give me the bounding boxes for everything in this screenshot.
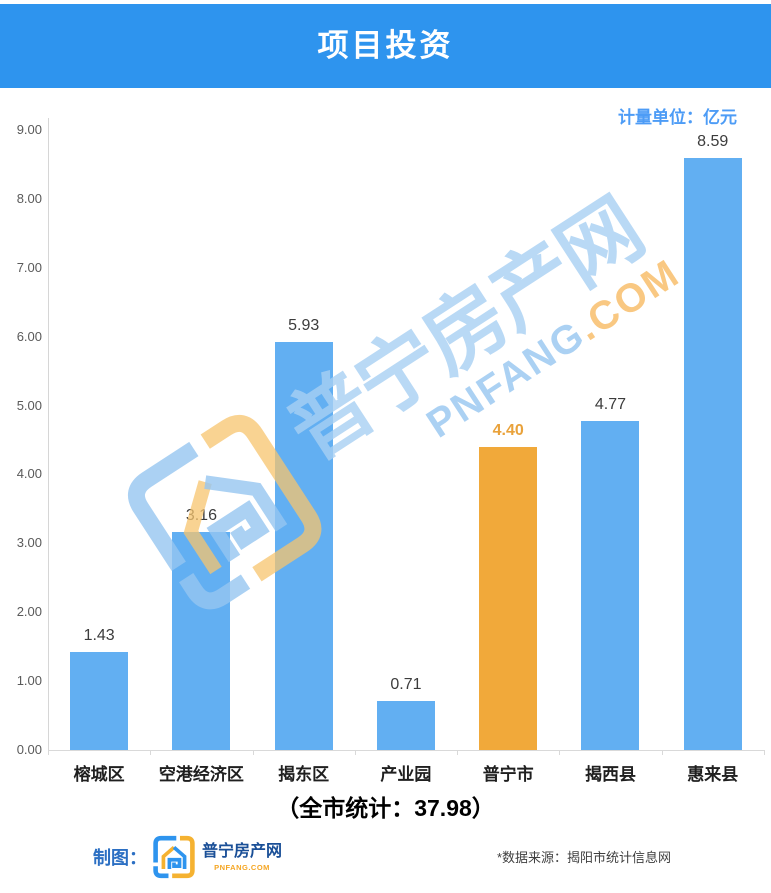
bar-slot: 5.93 [253, 130, 355, 750]
x-axis-tick [764, 750, 765, 755]
bar-slot: 4.40 [457, 130, 559, 750]
bar-value-label: 4.40 [492, 421, 524, 439]
y-axis-label: 5.00 [16, 397, 42, 413]
category-axis: 榕城区 空港经济区 揭东区 产业园 普宁市 揭西县 惠来县 [48, 760, 764, 785]
logo-text: 普宁房产网 PNFANG.COM [202, 842, 282, 871]
bars-row: 1.43 3.16 5.93 0.71 4.40 4.77 8.59 [48, 130, 764, 750]
bar-slot: 3.16 [150, 130, 252, 750]
x-axis-tick [354, 750, 356, 755]
logo-brand-name: 普宁房产网 [202, 843, 283, 861]
category-label: 惠来县 [687, 765, 739, 784]
maker-label: 制图： [93, 848, 147, 868]
y-axis-label: 2.00 [16, 604, 42, 620]
bar-chart: 1.43 3.16 5.93 0.71 4.40 4.77 8.59 榕城区 空港经济区 揭东区… [17, 118, 765, 784]
category-label: 普宁市 [482, 765, 534, 784]
bar-slot: 8.59 [662, 130, 764, 750]
y-axis-label: 4.00 [16, 466, 42, 482]
bar-value-label: 8.59 [697, 133, 729, 151]
data-source-note: *数据来源：揭阳市统计信息网 [496, 850, 671, 865]
category-label: 空港经济区 [158, 765, 244, 784]
x-axis-tick [457, 750, 459, 755]
page-title: 项目投资 [317, 28, 454, 63]
bar [376, 701, 435, 750]
bar-value-label: 0.71 [390, 676, 422, 694]
y-axis-label: 1.00 [16, 673, 42, 689]
category-label: 揭西县 [584, 765, 636, 784]
bar-slot: 4.77 [559, 130, 661, 750]
header-bar: 项目投资 [0, 4, 771, 88]
bar-slot: 1.43 [48, 130, 150, 750]
bar [172, 532, 231, 750]
logo-domain: PNFANG.COM [214, 862, 270, 872]
x-axis-tick [150, 750, 152, 755]
bar [479, 446, 538, 750]
x-axis-tick [559, 750, 561, 755]
x-axis-tick [661, 750, 663, 755]
x-axis-tick [48, 750, 49, 755]
bar [70, 651, 129, 750]
y-axis-label: 0.00 [16, 742, 42, 757]
y-axis-label: 8.00 [16, 190, 42, 206]
unit-label: 计量单位：亿元 [618, 108, 737, 127]
x-axis-line [48, 750, 765, 751]
y-axis-label: 6.00 [16, 328, 42, 344]
y-axis-label: 3.00 [16, 535, 42, 551]
bar-slot: 0.71 [355, 130, 457, 750]
house-logo-icon [153, 835, 195, 879]
category-label: 揭东区 [278, 765, 330, 784]
bar [683, 158, 742, 750]
y-axis-label: 9.00 [16, 122, 42, 137]
bar [581, 421, 640, 750]
x-axis-tick [252, 750, 254, 755]
category-label: 榕城区 [73, 765, 125, 784]
bar-value-label: 4.77 [594, 396, 627, 414]
y-axis-line [48, 118, 49, 750]
y-axis-label: 7.00 [16, 259, 42, 275]
pnfang-logo: 普宁房产网 PNFANG.COM [151, 834, 282, 880]
bar-value-label: 5.93 [288, 316, 320, 334]
citywide-total: （全市统计：37.98） [276, 795, 495, 821]
category-label: 产业园 [380, 765, 432, 784]
footer-maker: 制图： 普宁房产网 PNFANG.COM [93, 831, 282, 883]
bar-value-label: 1.43 [83, 626, 115, 644]
bar-value-label: 3.16 [185, 507, 217, 525]
bar [274, 341, 333, 750]
